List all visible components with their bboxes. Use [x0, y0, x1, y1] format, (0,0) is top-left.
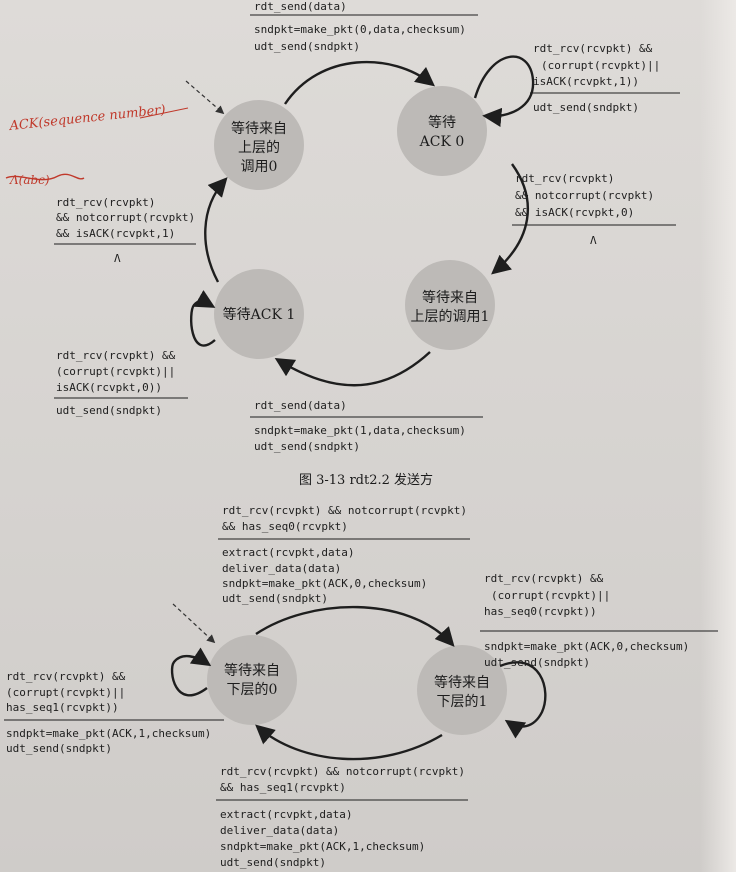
recv-trans-bottom-action-3: sndpkt=make_pkt(ACK,1,checksum) [220, 840, 425, 853]
trans-right-event-2: && notcorrupt(rcvpkt) [515, 189, 654, 202]
state-wait-call0-line1: 等待来自 [231, 120, 287, 137]
recv-trans-bottom-action-1: extract(rcvpkt,data) [220, 808, 352, 821]
recv-trans-top-action-2: deliver_data(data) [222, 562, 341, 575]
recv-trans-left-action-2: udt_send(sndpkt) [6, 742, 112, 755]
state-wait-call1 [405, 260, 495, 350]
trans-bottom-action-1: sndpkt=make_pkt(1,data,checksum) [254, 424, 466, 437]
state-wait-below1-line2: 下层的1 [437, 694, 488, 710]
state-wait-call0-line3: 调用0 [241, 159, 278, 175]
trans-right-event-3: && isACK(rcvpkt,0) [515, 206, 634, 219]
arrow-below1-to-below0 [255, 724, 443, 761]
figure-3-13-sender-fsm: 等待来自 上层的 调用0 等待 ACK 0 等待来自 上层的调用1 等待ACK … [5, 0, 680, 488]
trans-bottom-event: rdt_send(data) [254, 399, 347, 412]
arrow-call0-to-ack0 [284, 60, 436, 105]
state-wait-call0 [214, 100, 304, 190]
trans-ack1-self-event-3: isACK(rcvpkt,0)) [56, 381, 162, 394]
trans-ack0-self-event-2: (corrupt(rcvpkt)|| [541, 59, 660, 72]
recv-trans-top-event-1: rdt_rcv(rcvpkt) && notcorrupt(rcvpkt) [222, 504, 467, 517]
state-wait-call1-line2: 上层的调用1 [411, 309, 490, 325]
recv-trans-bottom-event-2: && has_seq1(rcvpkt) [220, 781, 346, 794]
recv-trans-right-action-1: sndpkt=make_pkt(ACK,0,checksum) [484, 640, 689, 653]
handwritten-ack-note: ACK(sequence number) [8, 103, 166, 134]
state-wait-ack0-line2: ACK 0 [419, 134, 465, 150]
arrow-ack1-self [189, 290, 216, 347]
state-wait-below0 [207, 635, 297, 725]
state-wait-call0-line2: 上层的 [238, 140, 280, 156]
state-wait-ack0 [397, 86, 487, 176]
recv-trans-right-event-2: (corrupt(rcvpkt)|| [491, 589, 610, 602]
trans-ack1-self-action: udt_send(sndpkt) [56, 404, 162, 417]
state-wait-below0-line1: 等待来自 [224, 662, 280, 679]
arrow-below1-self [499, 661, 547, 739]
trans-left-event-1: rdt_rcv(rcvpkt) [56, 196, 155, 209]
recv-trans-bottom-event-1: rdt_rcv(rcvpkt) && notcorrupt(rcvpkt) [220, 765, 465, 778]
arrow-call1-to-ack1 [274, 351, 431, 387]
figure-3-14-receiver-fsm: 等待来自 下层的0 等待来自 下层的1 rdt_rcv(rcvpkt) && n… [4, 504, 718, 869]
trans-right-action: Λ [590, 234, 597, 247]
recv-trans-left-event-3: has_seq1(rcvpkt)) [6, 701, 119, 714]
state-wait-below0-line2: 下层的0 [227, 682, 278, 698]
recv-trans-bottom-action-4: udt_send(sndpkt) [220, 856, 326, 869]
recv-trans-right-action-2: udt_send(sndpkt) [484, 656, 590, 669]
figure-caption: 图 3-13 rdt2.2 发送方 [299, 472, 433, 488]
arrow-ack0-to-call1 [491, 163, 530, 275]
recv-trans-left-action-1: sndpkt=make_pkt(ACK,1,checksum) [6, 727, 211, 740]
arrow-below0-to-below1 [255, 605, 455, 647]
state-wait-below1-line1: 等待来自 [434, 674, 490, 691]
trans-top-action-2: udt_send(sndpkt) [254, 40, 360, 53]
page-edge-glare [700, 0, 736, 872]
trans-ack1-self-event-2: (corrupt(rcvpkt)|| [56, 365, 175, 378]
handwritten-strike-scribble [5, 173, 85, 181]
recv-trans-top-action-4: udt_send(sndpkt) [222, 592, 328, 605]
trans-top-event: rdt_send(data) [254, 0, 347, 13]
state-wait-ack0-line1: 等待 [428, 114, 456, 131]
initial-arrow-call0 [185, 80, 225, 115]
recv-trans-left-event-2: (corrupt(rcvpkt)|| [6, 686, 125, 699]
recv-trans-left-event-1: rdt_rcv(rcvpkt) && [6, 670, 126, 683]
trans-ack0-self-event-1: rdt_rcv(rcvpkt) && [533, 42, 653, 55]
arrow-below0-self [170, 647, 212, 697]
trans-top-action-1: sndpkt=make_pkt(0,data,checksum) [254, 23, 466, 36]
arrow-ack1-to-call0 [204, 177, 228, 283]
trans-left-action: Λ [114, 252, 121, 265]
trans-left-event-2: && notcorrupt(rcvpkt) [56, 211, 195, 224]
recv-trans-top-action-3: sndpkt=make_pkt(ACK,0,checksum) [222, 577, 427, 590]
trans-ack0-self-event-3: isACK(rcvpkt,1)) [533, 75, 639, 88]
arrow-ack0-self [473, 55, 535, 127]
state-wait-call1-line1: 等待来自 [422, 289, 478, 306]
initial-arrow-below0 [172, 603, 216, 644]
trans-bottom-action-2: udt_send(sndpkt) [254, 440, 360, 453]
recv-trans-bottom-action-2: deliver_data(data) [220, 824, 339, 837]
trans-ack0-self-action: udt_send(sndpkt) [533, 101, 639, 114]
state-wait-below1 [417, 645, 507, 735]
trans-ack1-self-event-1: rdt_rcv(rcvpkt) && [56, 349, 176, 362]
trans-right-event-1: rdt_rcv(rcvpkt) [515, 172, 614, 185]
recv-trans-top-action-1: extract(rcvpkt,data) [222, 546, 354, 559]
trans-left-event-3: && isACK(rcvpkt,1) [56, 227, 175, 240]
recv-trans-right-event-1: rdt_rcv(rcvpkt) && [484, 572, 604, 585]
recv-trans-right-event-3: has_seq0(rcvpkt)) [484, 605, 597, 618]
handwritten-arrow [139, 107, 189, 119]
state-wait-ack1 [214, 269, 304, 359]
state-wait-ack1-label: 等待ACK 1 [223, 306, 296, 323]
recv-trans-top-event-2: && has_seq0(rcvpkt) [222, 520, 348, 533]
